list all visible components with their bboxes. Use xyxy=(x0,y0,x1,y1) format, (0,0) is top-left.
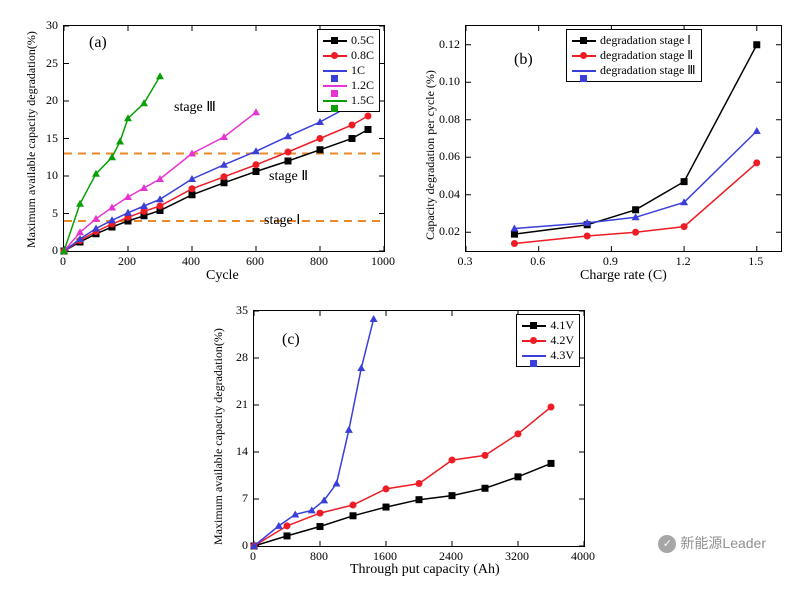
legend-label: 1.2C xyxy=(351,78,374,93)
legend-label: 4.2V xyxy=(550,333,574,348)
panel-a-xlabel: Cycle xyxy=(206,268,239,284)
legend-label: 1C xyxy=(351,63,365,78)
legend-item: 4.3V xyxy=(522,348,574,363)
panel-b-plot: (b) degradation stage Ⅰ degradation stag… xyxy=(465,25,782,252)
panel-c-tag: (c) xyxy=(282,331,300,349)
legend-label: degradation stage Ⅲ xyxy=(600,63,696,78)
watermark-text: 新能源Leader xyxy=(680,535,766,551)
panel-a-stage3: stage Ⅲ xyxy=(174,99,216,116)
panel-a-tag: (a) xyxy=(89,34,107,52)
legend-label: 0.8C xyxy=(351,48,374,63)
legend-item: degradation stage Ⅱ xyxy=(572,48,696,63)
panel-c-plot: (c) 4.1V 4.2V 4.3V xyxy=(253,310,585,547)
panel-c-legend: 4.1V 4.2V 4.3V xyxy=(516,314,580,367)
panel-a-legend: 0.5C 0.8C 1C 1.2C 1.5C xyxy=(317,29,380,112)
panel-b-xlabel: Charge rate (C) xyxy=(580,268,667,284)
panel-c: (c) 4.1V 4.2V 4.3V Through put capacity … xyxy=(195,300,600,595)
legend-item: 0.8C xyxy=(323,48,374,63)
legend-item: 1C xyxy=(323,63,374,78)
panel-b-legend: degradation stage Ⅰ degradation stage Ⅱ … xyxy=(566,29,702,82)
panel-b: (b) degradation stage Ⅰ degradation stag… xyxy=(405,15,791,295)
legend-item: 4.1V xyxy=(522,318,574,333)
panel-b-tag: (b) xyxy=(514,51,533,69)
legend-item: degradation stage Ⅰ xyxy=(572,33,696,48)
legend-item: 0.5C xyxy=(323,33,374,48)
panel-a-plot: (a) stage Ⅲ stage Ⅱ stage Ⅰ 0.5C 0.8C 1C… xyxy=(63,25,385,252)
legend-label: degradation stage Ⅰ xyxy=(600,33,691,48)
panel-a-stage1: stage Ⅰ xyxy=(264,212,300,229)
watermark: ✓新能源Leader xyxy=(658,533,766,553)
legend-item: degradation stage Ⅲ xyxy=(572,63,696,78)
legend-label: 4.1V xyxy=(550,318,574,333)
legend-label: 1.5C xyxy=(351,93,374,108)
panel-a: (a) stage Ⅲ stage Ⅱ stage Ⅰ 0.5C 0.8C 1C… xyxy=(8,15,398,295)
panel-a-stage2: stage Ⅱ xyxy=(269,168,308,185)
legend-label: degradation stage Ⅱ xyxy=(600,48,693,63)
legend-item: 4.2V xyxy=(522,333,574,348)
panel-c-xlabel: Through put capacity (Ah) xyxy=(350,562,500,578)
legend-label: 4.3V xyxy=(550,348,574,363)
wechat-icon: ✓ xyxy=(658,535,676,553)
legend-label: 0.5C xyxy=(351,33,374,48)
